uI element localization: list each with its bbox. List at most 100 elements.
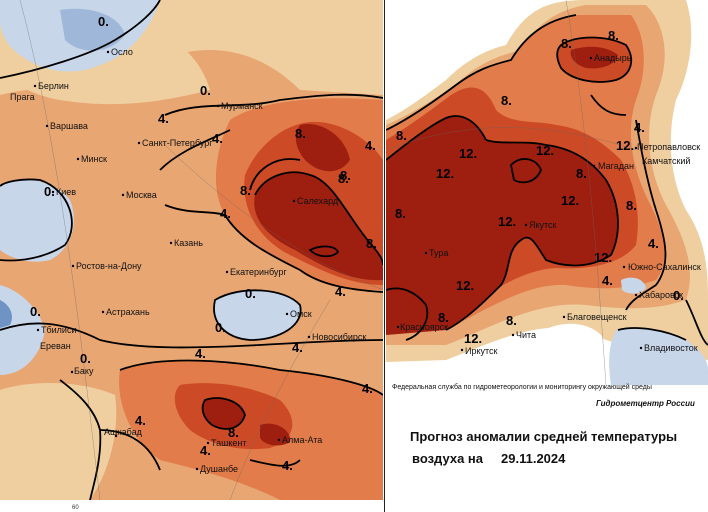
isoline-label: 0. [80, 351, 91, 366]
city-label: Чита [516, 330, 536, 340]
city-label: Минск [81, 154, 107, 164]
isoline-label: 8. [576, 166, 587, 181]
isoline-label: 0. [44, 184, 55, 199]
isoline-label: 8. [340, 168, 351, 183]
isoline-label: 4. [335, 284, 346, 299]
forecast-date: 29.11.2024 [501, 451, 566, 466]
isoline-label: 8. [608, 28, 619, 43]
city-label: Тбилиси [41, 325, 77, 335]
city-label: Казань [174, 238, 203, 248]
isoline-label: 8. [240, 183, 251, 198]
isoline-label: 12. [436, 166, 454, 181]
city-label: Екатеринбург [230, 267, 287, 277]
forecast-subtitle: воздуха на 29.11.2024 [412, 451, 565, 466]
isoline-label: 4. [220, 206, 231, 221]
right-isoline-labels: 8. 8. 8. 12. 12. 8. 12. 12. 12. 8. 12. 8… [395, 28, 684, 346]
agency-caption: Федеральная служба по гидрометеорологии … [392, 384, 652, 391]
isoline-label: 12. [594, 250, 612, 265]
city-label: Ростов-на-Дону [76, 261, 142, 271]
city-label: Омск [290, 309, 312, 319]
city-label: Якутск [529, 220, 557, 230]
isoline-label: 8. [338, 171, 349, 186]
isoline-label: 0. [200, 83, 211, 98]
city-label: Москва [126, 190, 157, 200]
city-label: Санкт-Петербург [142, 138, 213, 148]
isoline-label: 8. [295, 126, 306, 141]
city-label: Ташкент [211, 438, 246, 448]
city-label: Салехард [297, 196, 339, 206]
isoline-label: 8. [626, 198, 637, 213]
city-label: Благовещенск [567, 312, 627, 322]
city-label: Камчатский [642, 156, 690, 166]
anomaly-zone-warm4 [254, 172, 383, 281]
city-label: Владивосток [644, 343, 698, 353]
isoline-label: 0. [245, 286, 256, 301]
left-isolines [0, 0, 383, 501]
city-label: Берлин [38, 81, 69, 91]
anomaly-zone-cold-omsk [214, 290, 301, 340]
isoline-label: 8. [561, 36, 572, 51]
city-label: Южно-Сахалинск [628, 262, 701, 272]
isoline-label: 4. [362, 381, 373, 396]
left-isoline-labels: 0. 0. 4. 4. 8. 8. 4. 8. 4. 0. 0. 0. 4. 4… [30, 14, 377, 473]
anomaly-zone-cold-west [0, 180, 74, 262]
isoline-label: 4. [282, 458, 293, 473]
isoline-label: 12. [456, 278, 474, 293]
city-label: Мурманск [221, 101, 263, 111]
isoline-label: 4. [195, 346, 206, 361]
isoline-label: 12. [459, 146, 477, 161]
city-label: Прага [10, 92, 35, 102]
city-label: Душанбе [200, 464, 238, 474]
isoline-label: 12. [616, 138, 634, 153]
city-label: Варшава [50, 121, 88, 131]
isoline-label: 4. [135, 413, 146, 428]
left-map-panel: 0. 0. 4. 4. 8. 8. 4. 8. 4. 0. 0. 0. 4. 4… [0, 0, 383, 512]
isoline-label: 8. [396, 128, 407, 143]
right-anomaly-map: 8. 8. 8. 12. 12. 8. 12. 12. 12. 8. 12. 8… [386, 0, 708, 385]
right-isolines [386, 14, 708, 346]
isoline-label: 4. [365, 138, 376, 153]
isoline-label: 4. [292, 340, 303, 355]
isoline-label: 12. [498, 214, 516, 229]
isoline-label: 12. [464, 331, 482, 346]
forecast-title: Прогноз аномалии средней температуры [410, 429, 678, 444]
city-label: Магадан [598, 161, 634, 171]
city-label: Ереван [40, 341, 71, 351]
subtitle-text: воздуха на [412, 451, 484, 466]
anomaly-zone-warm4 [386, 116, 618, 335]
city-label: Тура [429, 248, 448, 258]
city-label: Киев [56, 187, 76, 197]
city-label: Астрахань [106, 307, 150, 317]
isoline-label: 4. [602, 273, 613, 288]
isoline-label: 0. [98, 14, 109, 29]
isoline-label: 8. [501, 93, 512, 108]
city-label: Осло [111, 47, 133, 57]
isoline-label: 12. [536, 143, 554, 158]
center-caption: Гидрометцентр России [596, 399, 695, 408]
city-label: Петропавловск [637, 142, 700, 152]
right-map-panel: 8. 8. 8. 12. 12. 8. 12. 12. 12. 8. 12. 8… [386, 0, 708, 385]
grid-label: 60 [72, 505, 79, 511]
isoline-label: 4. [212, 131, 223, 146]
anomaly-zone-cold [609, 328, 708, 385]
isoline-label: 8. [366, 236, 377, 251]
city-label: Алма-Ата [282, 435, 322, 445]
isoline-label: 8. [438, 310, 449, 325]
isoline-label: 4. [158, 111, 169, 126]
isoline-label: 8. [506, 313, 517, 328]
isoline-label: 0. [673, 288, 684, 303]
isoline-label: 0. [30, 304, 41, 319]
right-city-labels: Анадырь Петропавловск Камчатский Магадан… [396, 53, 701, 356]
city-label: Новосибирск [312, 332, 366, 342]
isoline-label: 12. [561, 193, 579, 208]
city-label: Ашхабад [104, 427, 143, 437]
city-label: Иркутск [465, 346, 498, 356]
isoline-label: 8. [228, 425, 239, 440]
left-city-labels: Осло Берлин Прага Варшава Минск Киев Мос… [10, 47, 366, 474]
city-label: Баку [74, 366, 94, 376]
isoline-label: 4. [634, 120, 645, 135]
isoline-label: 0. [215, 320, 226, 335]
city-label: Анадырь [594, 53, 632, 63]
city-label: Хабаровск [639, 290, 683, 300]
isoline-label: 4. [648, 236, 659, 251]
